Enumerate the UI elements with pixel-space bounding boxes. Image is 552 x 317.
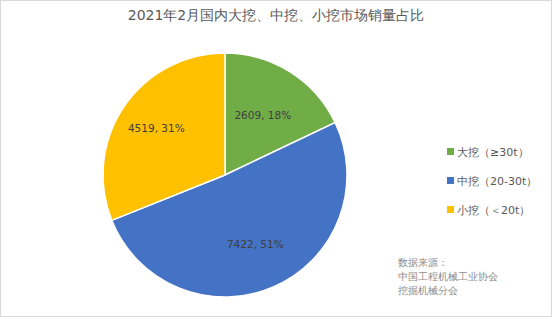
legend-label: 中挖（20-30t） [457,175,537,188]
data-label: 7422, 51% [227,238,284,250]
chart-frame [1,1,552,317]
source-text: 挖掘机械分会 [398,285,458,296]
source-text: 中国工程机械工业协会 [398,271,498,282]
source-text: 数据来源： [398,257,448,268]
slice [103,53,225,220]
legend-swatch [447,206,454,213]
title: 2021年2月国内大挖、中挖、小挖市场销量占比 [128,7,425,23]
data-label: 4519, 31% [128,122,185,134]
data-labels: 2609, 18% 7422, 51% 4519, 31% [128,109,291,250]
chart: 2021年2月国内大挖、中挖、小挖市场销量占比 2609, 18% 7422, 51… [0,0,552,317]
pie [103,53,347,297]
legend: 大挖（≥30t） 中挖（20-30t） 小挖（＜20t） [447,146,537,217]
legend-swatch [447,177,454,184]
legend-label: 大挖（≥30t） [457,146,529,159]
source-note: 数据来源： 中国工程机械工业协会挖掘机械分会 [398,257,498,296]
legend-label: 小挖（＜20t） [457,204,530,217]
legend-swatch [447,148,454,155]
data-label: 2609, 18% [234,109,291,121]
